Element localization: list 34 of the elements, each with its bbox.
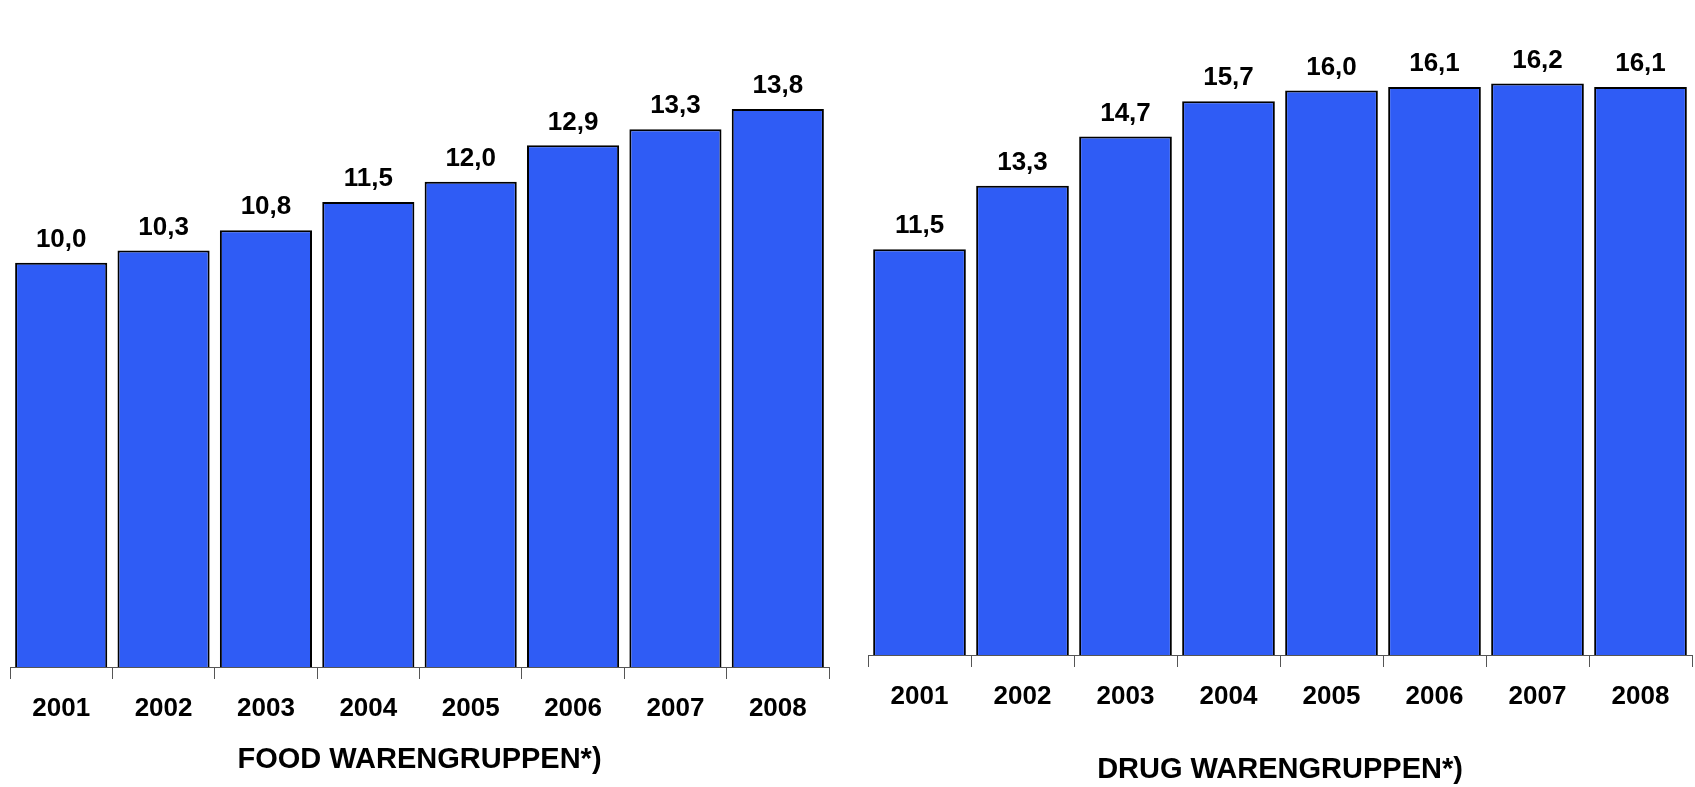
data-label: 11,5 <box>343 162 393 193</box>
x-tick-label: 2002 <box>993 679 1052 710</box>
x-tick-label: 2007 <box>646 691 705 722</box>
x-tick-label: 2008 <box>748 691 807 722</box>
data-label: 13,8 <box>752 69 804 100</box>
x-axis-title: DRUG WARENGRUPPEN*) <box>1097 751 1463 784</box>
x-tick-label: 2008 <box>1611 679 1670 710</box>
x-tick-label: 2006 <box>544 691 602 722</box>
data-label: 16,0 <box>1306 50 1357 81</box>
data-label: 10,3 <box>138 210 189 241</box>
x-tick-label: 2004 <box>1199 679 1258 710</box>
data-label: 15,7 <box>1203 61 1254 92</box>
data-label: 13,3 <box>650 89 701 120</box>
data-label: 16,1 <box>1615 47 1666 78</box>
x-tick-label: 2001 <box>890 679 949 710</box>
data-label: 10,0 <box>35 222 87 253</box>
data-label: 12,9 <box>547 105 599 136</box>
x-tick-label: 2001 <box>32 691 91 722</box>
x-tick-label: 2002 <box>134 691 193 722</box>
x-tick-label: 2006 <box>1405 679 1464 710</box>
data-label: 12,0 <box>445 141 496 172</box>
data-label: 16,1 <box>1409 47 1460 78</box>
x-tick-label: 2003 <box>237 691 295 722</box>
x-tick-label: 2005 <box>441 691 500 722</box>
x-tick-label: 2003 <box>1096 679 1155 710</box>
data-label: 10,8 <box>240 190 292 221</box>
x-axis-title: FOOD WARENGRUPPEN*) <box>237 741 602 774</box>
x-tick-label: 2007 <box>1508 679 1567 710</box>
data-label: 16,2 <box>1512 43 1563 74</box>
data-label: 11,5 <box>894 209 945 240</box>
x-tick-label: 2005 <box>1302 679 1361 710</box>
x-tick-label: 2004 <box>339 691 398 722</box>
data-label: 13,3 <box>997 145 1048 176</box>
data-label: 14,7 <box>1100 96 1151 127</box>
